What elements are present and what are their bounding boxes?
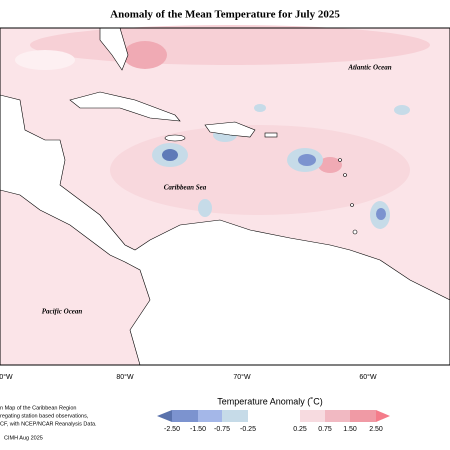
longitude-label: 70°W [233, 373, 251, 381]
title: Anomaly of the Mean Temperature for July… [110, 9, 340, 21]
land [164, 134, 186, 142]
ocean-label: Pacific Ocean [42, 308, 83, 316]
legend-tick: -2.50 [164, 426, 180, 433]
anomaly-area [298, 154, 316, 166]
legend-tick: 0.25 [293, 426, 307, 433]
land [350, 203, 354, 207]
legend: Temperature Anomaly (˚C) -2.50 -1.50 -0.… [157, 396, 390, 433]
footnote: n Map of the Caribbean Region [0, 405, 76, 411]
map: Atlantic Ocean Caribbean Sea Pacific Oce… [0, 25, 450, 381]
legend-tick: -0.25 [240, 426, 256, 433]
legend-title: Temperature Anomaly (˚C) [217, 396, 323, 406]
legend-tick: -0.75 [214, 426, 230, 433]
credit: CIMH Aug 2025 [4, 435, 43, 441]
anomaly-area [254, 104, 266, 112]
land [343, 173, 347, 177]
legend-tick: 1.50 [343, 426, 357, 433]
anomaly-area [15, 50, 75, 70]
land [338, 158, 342, 162]
legend-swatch [198, 410, 222, 422]
legend-swatch [350, 410, 376, 422]
anomaly-area [30, 25, 430, 65]
land [352, 229, 358, 235]
anomaly-area [162, 149, 178, 161]
legend-swatch [248, 410, 300, 422]
ocean-label: Caribbean Sea [164, 184, 207, 192]
anomaly-area [198, 199, 212, 217]
map-frame [0, 27, 450, 366]
anomaly-area [376, 208, 386, 220]
legend-swatch [157, 410, 172, 422]
legend-swatch [376, 410, 390, 422]
legend-swatch [300, 410, 325, 422]
anomaly-area [318, 157, 342, 173]
land [264, 132, 278, 138]
legend-tick: -1.50 [190, 426, 206, 433]
longitude-label: 80°W [116, 373, 134, 381]
legend-tick: 0.75 [318, 426, 332, 433]
longitude-label: 0°W [0, 373, 13, 381]
ocean-label: Atlantic Ocean [347, 64, 391, 72]
legend-swatch [222, 410, 248, 422]
legend-swatch [172, 410, 198, 422]
anomaly-area [110, 125, 410, 215]
legend-tick: 2.50 [369, 426, 383, 433]
anomaly-area [123, 41, 167, 69]
longitude-label: 60°W [359, 373, 377, 381]
anomaly-area [394, 105, 410, 115]
land [0, 94, 450, 366]
land [204, 121, 256, 138]
land [69, 91, 181, 122]
legend-swatch [325, 410, 350, 422]
footnote: CF, with NCEP/NCAR Reanalysis Data. [0, 421, 97, 427]
footnote: regating station based observations, [0, 413, 89, 419]
